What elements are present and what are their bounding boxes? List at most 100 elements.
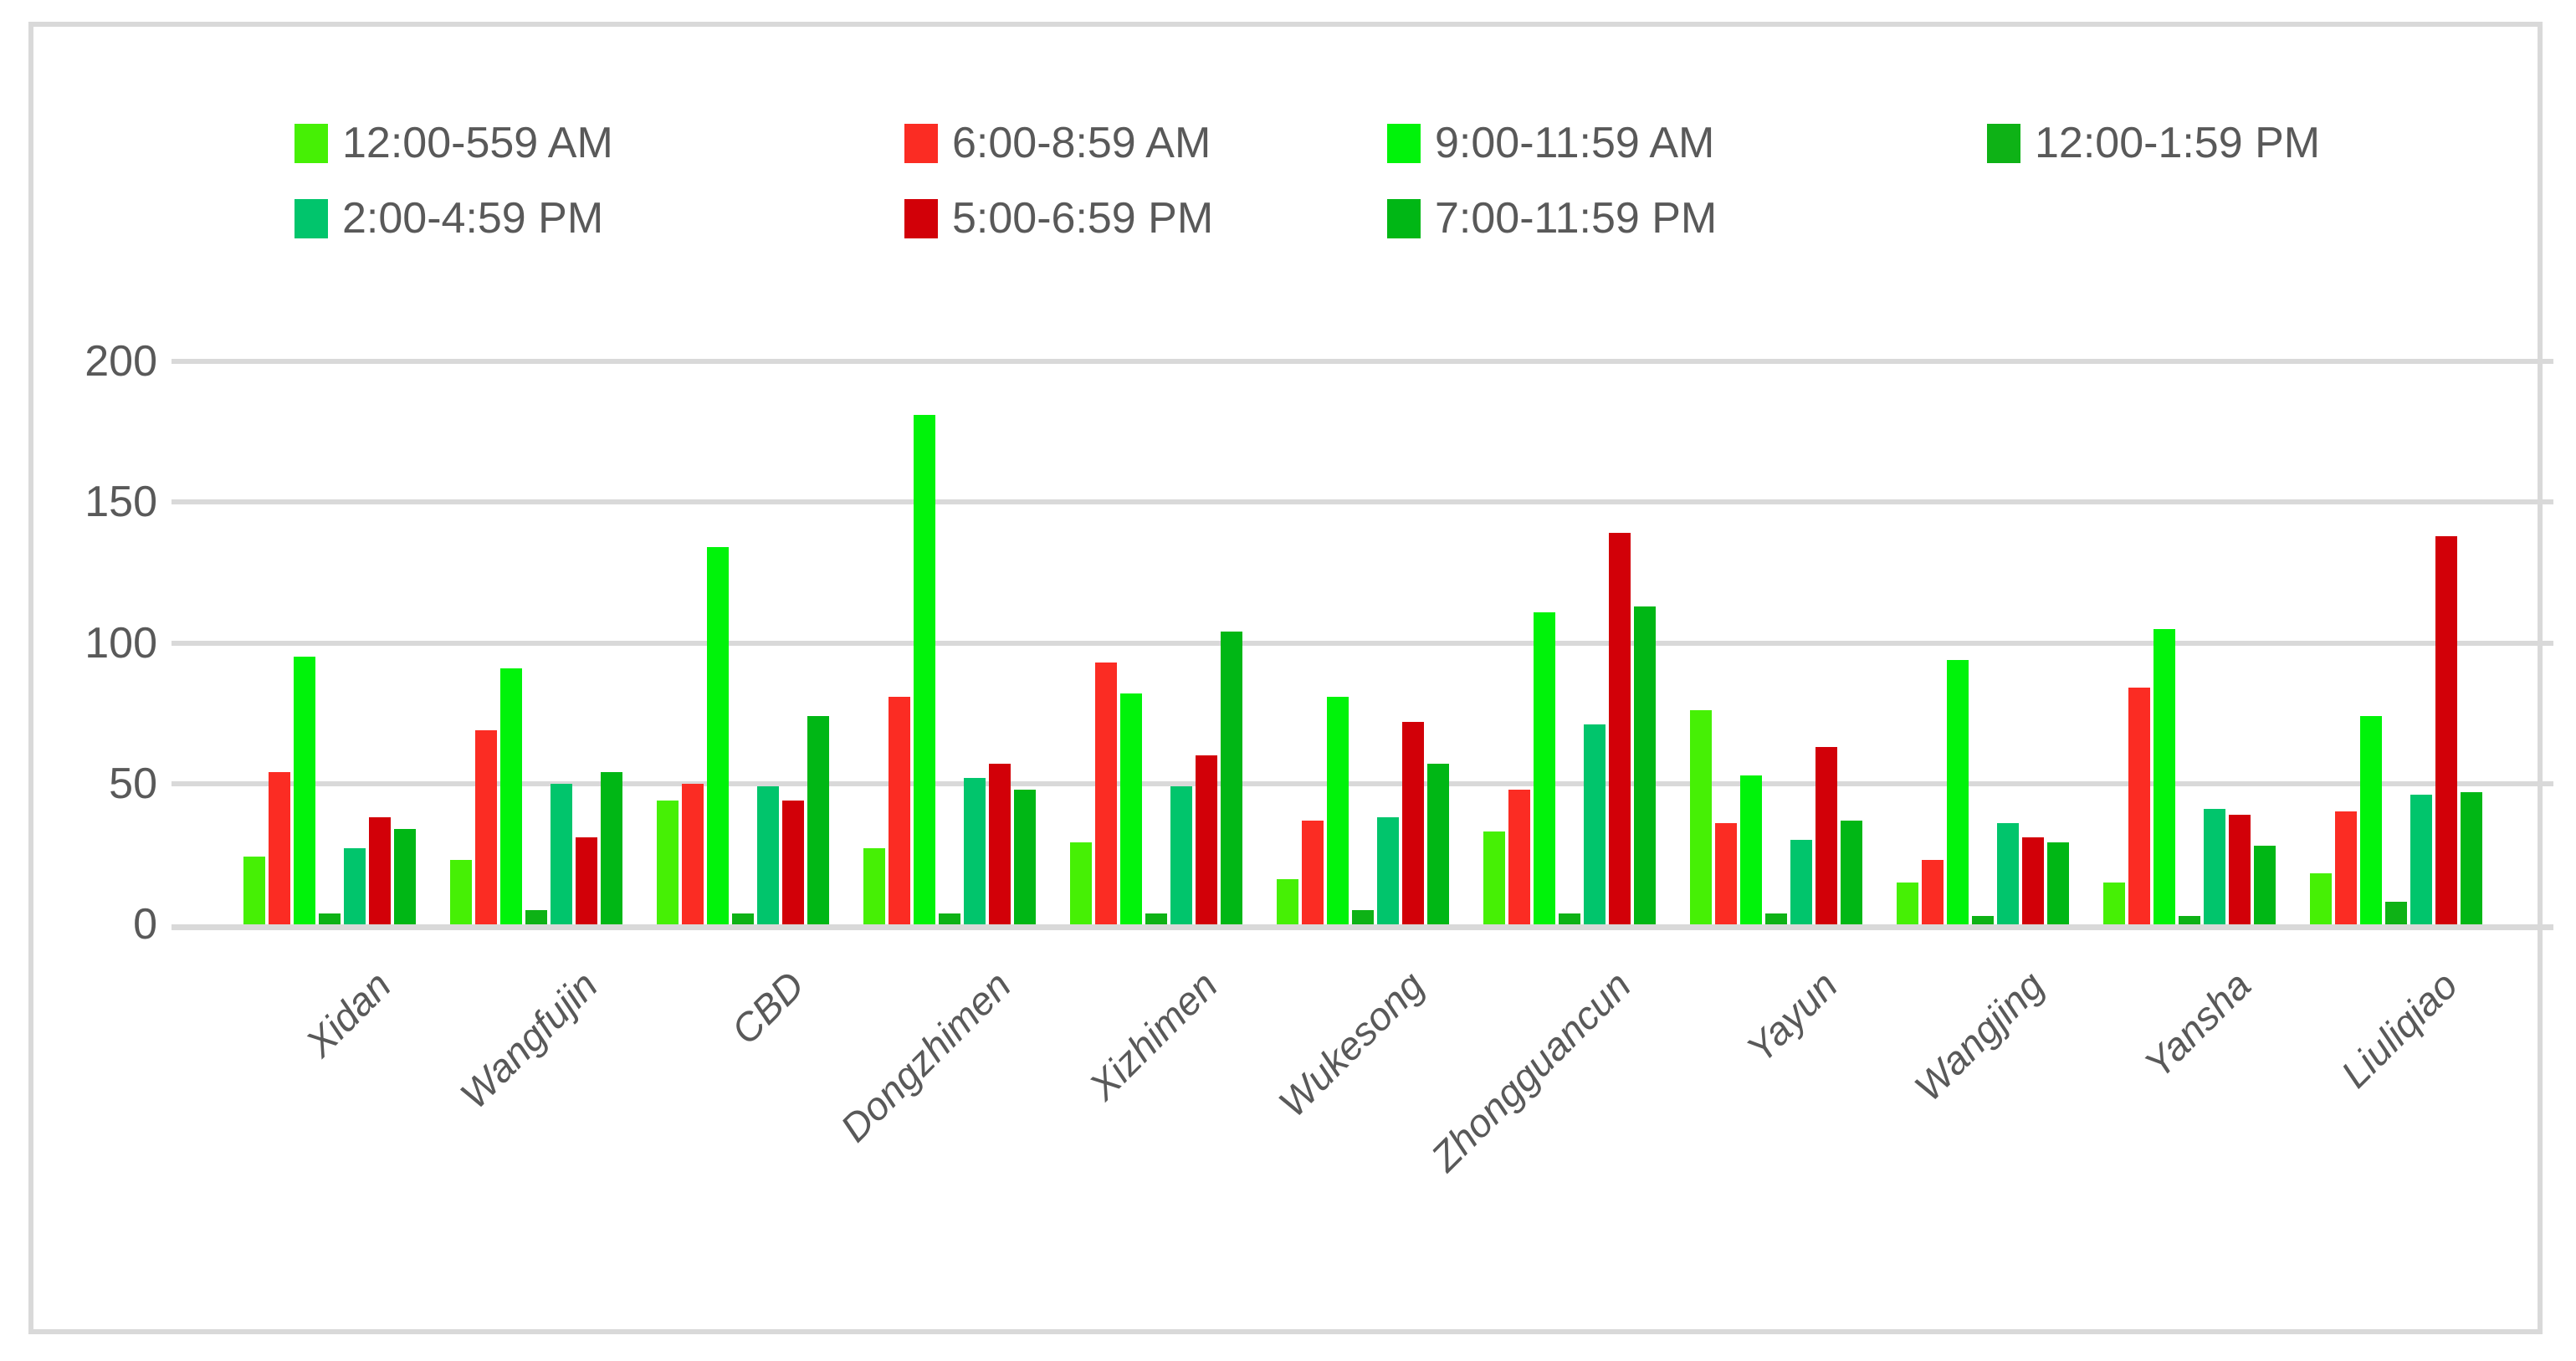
bar [2021,837,2044,924]
legend-swatch-icon [904,198,938,238]
legend-swatch-icon [1387,123,1421,163]
bar [888,696,910,924]
legend-label: 5:00-6:59 PM [952,194,1214,243]
legend-swatch-icon [294,123,328,163]
bar [1220,632,1242,924]
legend-label: 2:00-4:59 PM [342,194,604,243]
bar-group-wangjing [1879,305,2086,924]
legend-label: 9:00-11:59 AM [1435,119,1715,167]
bar [1376,817,1399,924]
bar [368,817,391,924]
bar [1921,859,1944,924]
bars-row [226,305,2499,924]
bar [681,783,704,924]
legend-label: 7:00-11:59 PM [1435,194,1718,243]
bar-group-wangfujin [433,305,639,924]
bar [2102,882,2125,924]
bar [863,848,885,924]
bar [318,913,341,924]
bar [1508,789,1530,924]
bar [1840,820,1862,924]
y-tick-label-100: 100 [85,618,157,668]
bar [1195,755,1217,924]
bar [2128,688,2150,924]
legend-item-2: 6:00-8:59 AM [904,119,1211,167]
bar [1301,820,1324,924]
bar-group-yayun [1672,305,1879,924]
bar [807,716,829,924]
bar [1326,696,1349,924]
bar [1815,747,1837,924]
bar [2203,809,2225,924]
bar [1483,831,1505,924]
bar [2178,915,2200,924]
y-tick-label-0: 0 [133,900,157,949]
bar [2253,845,2276,924]
bar [2410,795,2432,924]
bar [1790,840,1812,924]
bar [600,772,622,924]
bar [2046,842,2069,924]
legend-swatch-icon [1987,123,2020,163]
bar [1633,606,1656,924]
y-tick-label-200: 200 [85,337,157,386]
bar [1401,721,1424,924]
y-tick-label-50: 50 [109,759,157,808]
legend-label: 12:00-1:59 PM [2035,119,2321,167]
legend-swatch-icon [904,123,938,163]
bar-group-yansha [2086,305,2292,924]
bar [2309,873,2332,924]
bar [1764,913,1787,924]
chart-area-border [28,22,2543,1334]
x-axis-line [172,924,2553,930]
bar [2460,791,2482,924]
bar [1069,842,1092,924]
bar [1608,533,1631,924]
bar [1896,882,1918,924]
bar [1426,764,1449,924]
bar-group-zhongguancun [1466,305,1672,924]
bar [1739,775,1762,924]
bar-group-liuliqiao [2292,305,2499,924]
bar [1094,663,1117,924]
bar [2359,716,2382,924]
legend-item-4: 12:00-1:59 PM [1987,119,2320,167]
bar [1714,822,1737,924]
bar [393,828,416,924]
bar [499,668,522,924]
bar [756,786,779,924]
legend-item-7: 7:00-11:59 PM [1387,194,1717,243]
bar [1583,724,1606,924]
bar [963,778,986,924]
bar [1996,822,2019,924]
bar [525,910,547,924]
bar [449,859,472,924]
bar [1145,913,1167,924]
bar [2153,628,2175,924]
bar [656,801,679,924]
gridline-100 [172,640,2553,646]
bar [575,837,597,924]
bar [268,772,290,924]
bar [2384,902,2407,924]
legend-swatch-icon [294,198,328,238]
legend-item-3: 9:00-11:59 AM [1387,119,1714,167]
legend-label: 12:00-559 AM [342,119,613,167]
bar [1558,913,1580,924]
bar [913,415,935,924]
bar [1119,693,1142,924]
bar [2228,814,2251,924]
bar [243,857,265,924]
bar [731,913,754,924]
bar [1971,915,1994,924]
bar [2334,811,2357,924]
bar-group-xidan [226,305,433,924]
bar [474,729,497,924]
bar [1170,786,1192,924]
legend-item-1: 12:00-559 AM [294,119,613,167]
bar [1689,710,1712,924]
bar [550,783,572,924]
bar-group-xizhimen [1052,305,1259,924]
bar [343,848,366,924]
bar [781,801,804,924]
